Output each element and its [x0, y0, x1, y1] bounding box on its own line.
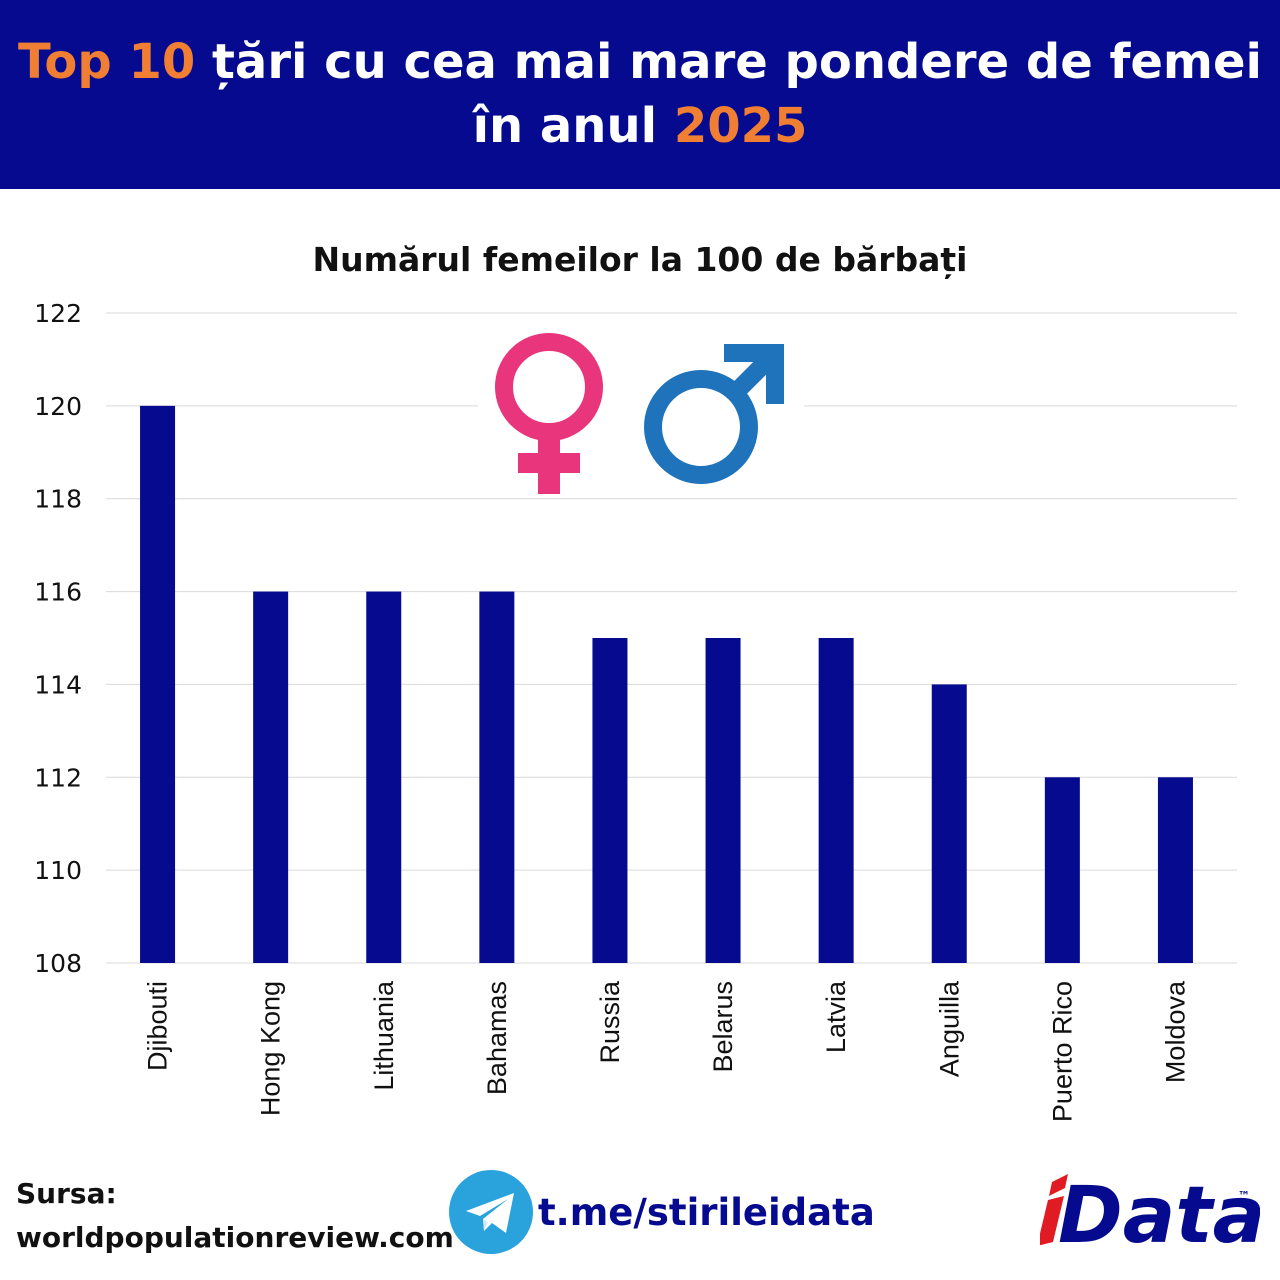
y-tick-label: 122	[34, 299, 82, 328]
y-tick-label: 114	[34, 670, 82, 699]
svg-text:Data: Data	[1058, 1171, 1260, 1256]
x-tick-label: Lithuania	[369, 980, 399, 1091]
bar-djibouti	[140, 405, 176, 963]
y-tick-label: 110	[34, 856, 82, 885]
bar-puerto-rico	[1044, 777, 1080, 963]
header-banner: Top 10 țări cu cea mai mare pondere de f…	[0, 0, 1280, 189]
bar-bahamas	[479, 591, 515, 963]
source-note: Sursa: worldpopulationreview.com	[16, 1172, 454, 1260]
y-tick-label: 108	[34, 949, 82, 978]
x-tick-label: Puerto Rico	[1047, 981, 1077, 1122]
bar-moldova	[1157, 777, 1193, 963]
male-symbol-icon	[644, 344, 784, 484]
x-tick-label: Moldova	[1160, 980, 1190, 1083]
bar-latvia	[818, 638, 854, 963]
x-tick-label: Anguilla	[934, 980, 964, 1077]
telegram-icon	[449, 1170, 533, 1254]
source-value: worldpopulationreview.com	[16, 1221, 454, 1254]
telegram-link-text[interactable]: t.me/stirileidata	[538, 1190, 875, 1234]
x-tick-label: Latvia	[821, 980, 851, 1053]
y-tick-label: 112	[34, 763, 82, 792]
gender-symbols-graphic	[478, 325, 804, 497]
x-tick-label: Belarus	[708, 981, 738, 1073]
bar-belarus	[705, 638, 741, 963]
chart-title: Numărul femeilor la 100 de bărbați	[312, 240, 968, 279]
title-accent-year: 2025	[673, 98, 808, 154]
y-tick-label: 120	[34, 392, 82, 421]
female-symbol-icon	[495, 333, 603, 494]
bar-chart: 108 110 112 114 116 118 120 122 Djibouti Hong Kon…	[34, 299, 1237, 1122]
y-tick-label: 116	[34, 578, 82, 607]
telegram-link[interactable]: t.me/stirileidata	[448, 1168, 875, 1256]
x-tick-label: Djibouti	[143, 981, 173, 1071]
x-tick-label: Hong Kong	[256, 981, 286, 1116]
source-label: Sursa:	[16, 1177, 117, 1210]
logo-tm: ™	[1238, 1189, 1250, 1203]
title-accent-top10: Top 10	[18, 34, 196, 90]
bar-hong-kong	[253, 591, 289, 963]
bar-anguilla	[931, 684, 967, 963]
bar-russia	[592, 638, 628, 963]
page-title: Top 10 țări cu cea mai mare pondere de f…	[0, 30, 1280, 158]
title-main-text: țări cu cea mai mare pondere de femei în…	[195, 34, 1262, 154]
x-tick-label: Bahamas	[482, 981, 512, 1095]
x-tick-label: Russia	[595, 980, 625, 1064]
bar-lithuania	[366, 591, 402, 963]
y-tick-label: 118	[34, 485, 82, 514]
idata-logo: Data ™	[1040, 1171, 1260, 1256]
